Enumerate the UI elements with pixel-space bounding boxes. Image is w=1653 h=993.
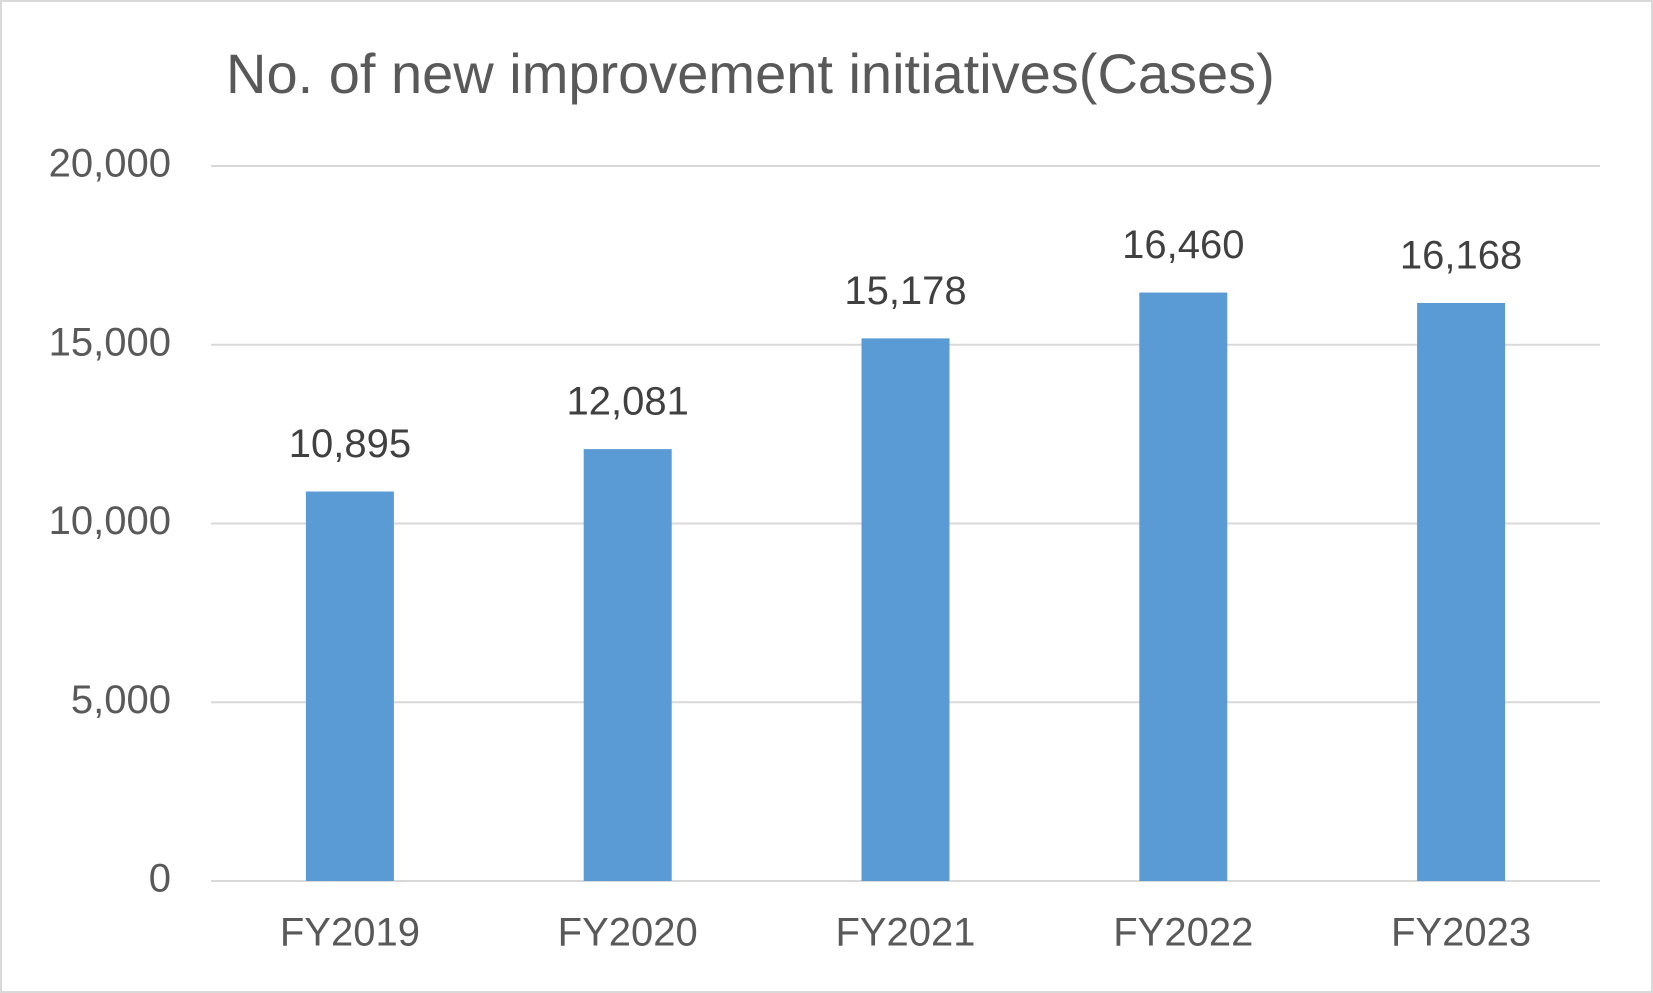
x-tick-label: FY2021 xyxy=(835,911,975,955)
data-label: 16,460 xyxy=(1122,223,1244,267)
y-tick-label: 20,000 xyxy=(49,142,171,186)
data-label: 15,178 xyxy=(844,269,966,313)
data-label: 10,895 xyxy=(289,422,411,466)
y-tick-label: 0 xyxy=(149,857,171,901)
data-label: 16,168 xyxy=(1400,234,1522,278)
x-tick-label: FY2023 xyxy=(1391,911,1531,955)
chart-title: No. of new improvement initiatives(Cases… xyxy=(226,42,1275,105)
data-label: 12,081 xyxy=(567,380,689,424)
bar xyxy=(1139,292,1228,881)
bar xyxy=(583,449,672,881)
x-tick-label: FY2022 xyxy=(1113,911,1253,955)
bar xyxy=(305,491,394,881)
y-tick-label: 5,000 xyxy=(71,678,171,722)
bar xyxy=(1417,302,1506,881)
y-tick-label: 10,000 xyxy=(49,499,171,543)
bar xyxy=(861,338,950,882)
x-tick-label: FY2020 xyxy=(558,911,698,955)
x-tick-label: FY2019 xyxy=(280,911,420,955)
y-tick-label: 15,000 xyxy=(49,320,171,364)
